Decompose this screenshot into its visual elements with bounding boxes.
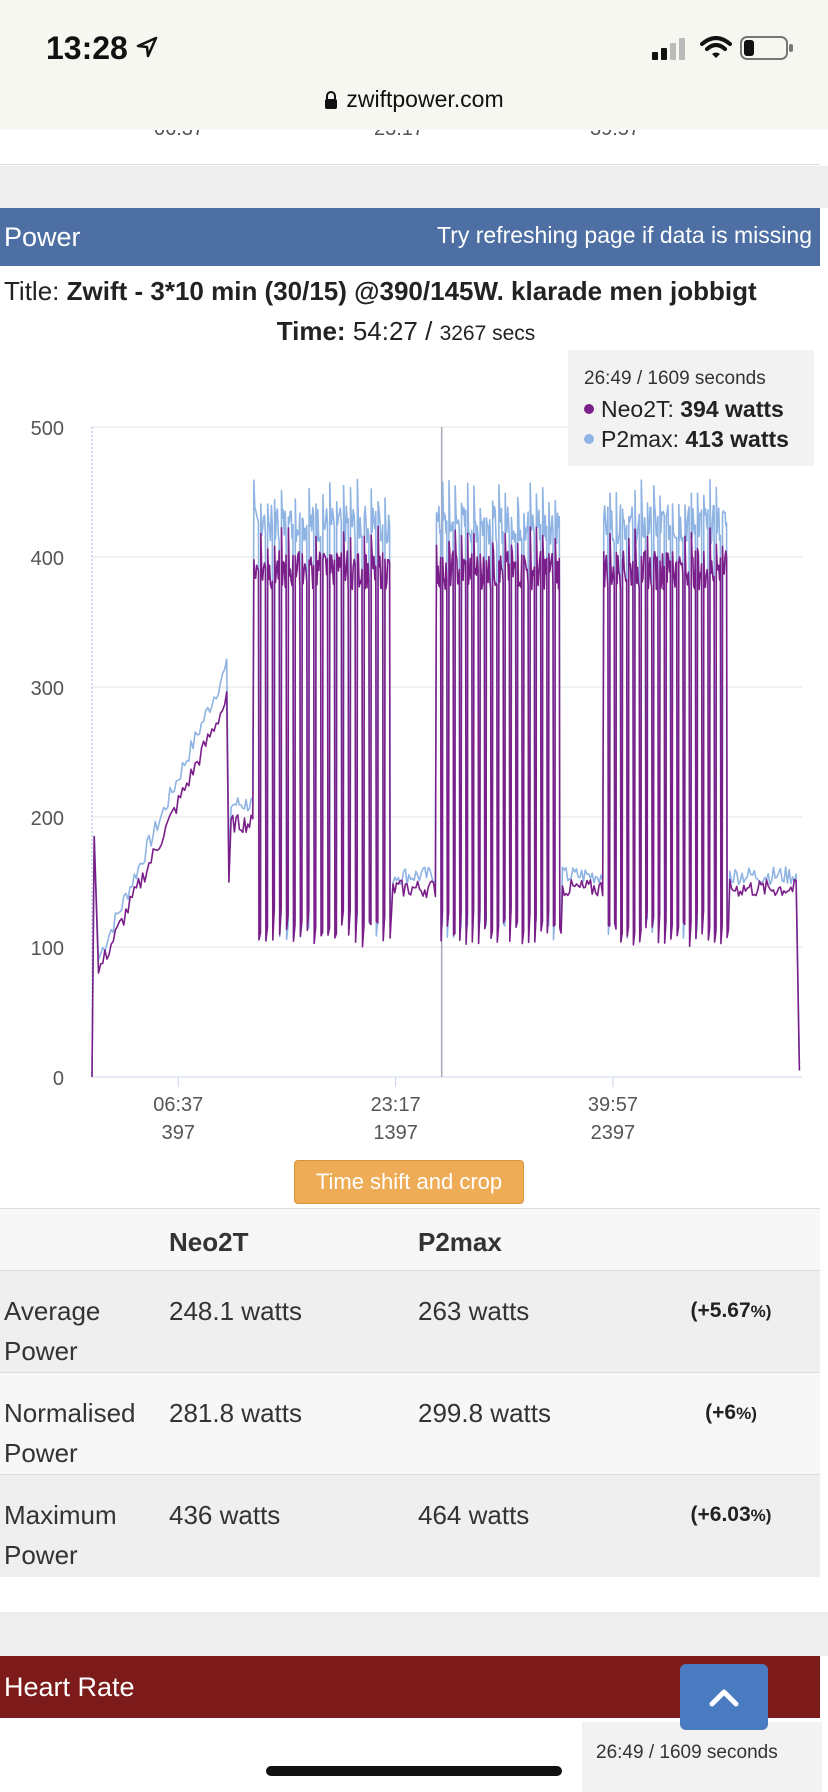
activity-time: Time: 54:27 / 3267 secs <box>0 316 812 347</box>
neo2t-value: 248.1 watts <box>169 1296 302 1326</box>
scroll-to-top-button[interactable] <box>680 1664 768 1730</box>
percent-diff: (+5.67%) <box>690 1299 772 1322</box>
x-tick-time-label: 23:17 <box>371 1094 421 1116</box>
home-indicator <box>266 1766 562 1776</box>
table-header-empty <box>0 1209 169 1271</box>
heart-rate-tooltip: 26:49 / 1609 seconds <box>582 1722 822 1792</box>
table-header-row: Neo2T P2max <box>0 1208 820 1271</box>
tooltip-series-value: 413 watts <box>685 426 789 452</box>
row-label: Normalised Power <box>4 1398 136 1468</box>
tooltip-series-value: 394 watts <box>680 396 784 422</box>
percent-diff: (+6%) <box>705 1401 757 1424</box>
time-seconds: 3267 secs <box>439 322 536 345</box>
y-tick-label: 100 <box>31 938 64 960</box>
table-row: Maximum Power 436 watts 464 watts (+6.03%… <box>0 1474 820 1577</box>
table-row: Normalised Power 281.8 watts 299.8 watts … <box>0 1372 820 1475</box>
y-tick-label: 400 <box>31 548 64 570</box>
time-label: Time: <box>276 316 346 346</box>
lock-icon <box>324 88 338 115</box>
status-time: 13:28 <box>46 30 128 66</box>
y-tick-label: 200 <box>31 808 64 830</box>
previous-chart-remnant: 06:37 23:17 39:57 <box>0 130 820 165</box>
power-section-header: Power Try refreshing page if data is mis… <box>0 208 820 266</box>
x-tick-seconds-label: 2397 <box>591 1122 636 1144</box>
url-text: zwiftpower.com <box>346 86 504 112</box>
chart-tooltip: 26:49 / 1609 seconds Neo2T: 394 watts P2… <box>568 350 814 466</box>
table-header-neo2t: Neo2T <box>169 1227 249 1257</box>
chevron-up-icon <box>709 1689 739 1707</box>
time-shift-crop-button[interactable]: Time shift and crop <box>294 1160 524 1204</box>
chart-plot-area <box>91 427 801 1078</box>
x-tick-seconds-label: 397 <box>162 1122 195 1144</box>
x-axis: 06:37 397 23:17 1397 39:57 2397 <box>91 427 802 1144</box>
prev-tick-label: 06:37 <box>154 130 204 141</box>
series-line-neo2t <box>91 525 801 1078</box>
y-axis: 0 100 200 300 400 500 <box>31 418 64 1090</box>
prev-tick-label: 23:17 <box>374 130 424 141</box>
tooltip-time: 26:49 / 1609 seconds <box>584 368 766 389</box>
refresh-hint: Try refreshing page if data is missing <box>437 222 812 248</box>
row-label: Maximum Power <box>4 1500 117 1570</box>
neo2t-value: 281.8 watts <box>169 1398 302 1428</box>
status-bar: 13:28 <box>0 0 828 88</box>
wifi-icon <box>700 36 732 65</box>
table-header-p2max: P2max <box>418 1227 502 1257</box>
row-label: Average Power <box>4 1296 101 1366</box>
power-section-title: Power <box>4 222 81 252</box>
table-header-diff <box>642 1209 820 1271</box>
x-tick-time-label: 39:57 <box>588 1094 638 1116</box>
p2max-value: 263 watts <box>418 1296 530 1326</box>
title-label: Title: <box>4 276 60 306</box>
series-dot-icon <box>584 434 594 444</box>
heart-rate-section-title: Heart Rate <box>4 1672 135 1702</box>
tooltip-series-name: Neo2T: <box>601 396 674 422</box>
section-gap <box>0 166 828 208</box>
heart-rate-tooltip-time: 26:49 / 1609 seconds <box>596 1742 778 1763</box>
power-section-body <box>0 266 820 1612</box>
tooltip-series-name: P2max: <box>601 426 679 452</box>
battery-icon <box>740 36 794 65</box>
x-tick-time-label: 06:37 <box>153 1094 203 1116</box>
time-value: 54:27 / <box>352 316 433 346</box>
prev-tick-label: 39:57 <box>590 130 640 141</box>
series-dot-icon <box>584 404 594 414</box>
cellular-signal-icon <box>652 38 688 65</box>
y-tick-label: 300 <box>31 678 64 700</box>
p2max-value: 299.8 watts <box>418 1398 551 1428</box>
tooltip-row-p2max: P2max: 413 watts <box>584 426 789 453</box>
section-gap <box>0 1612 828 1656</box>
location-arrow-icon <box>136 36 158 63</box>
activity-title: Title: Zwift - 3*10 min (30/15) @390/145… <box>4 276 824 307</box>
address-bar[interactable]: zwiftpower.com <box>0 80 828 130</box>
neo2t-value: 436 watts <box>169 1500 281 1530</box>
title-value: Zwift - 3*10 min (30/15) @390/145W. klar… <box>66 276 757 306</box>
tooltip-row-neo2t: Neo2T: 394 watts <box>584 396 784 423</box>
power-stats-table: Neo2T P2max Average Power 248.1 watts 263… <box>0 1208 820 1577</box>
x-tick-seconds-label: 1397 <box>373 1122 418 1144</box>
table-row: Average Power 248.1 watts 263 watts (+5.6… <box>0 1270 820 1373</box>
p2max-value: 464 watts <box>418 1500 530 1530</box>
y-tick-label: 0 <box>53 1068 64 1090</box>
y-tick-label: 500 <box>31 418 64 440</box>
series-line-p2max <box>91 478 801 1078</box>
percent-diff: (+6.03%) <box>690 1503 772 1526</box>
